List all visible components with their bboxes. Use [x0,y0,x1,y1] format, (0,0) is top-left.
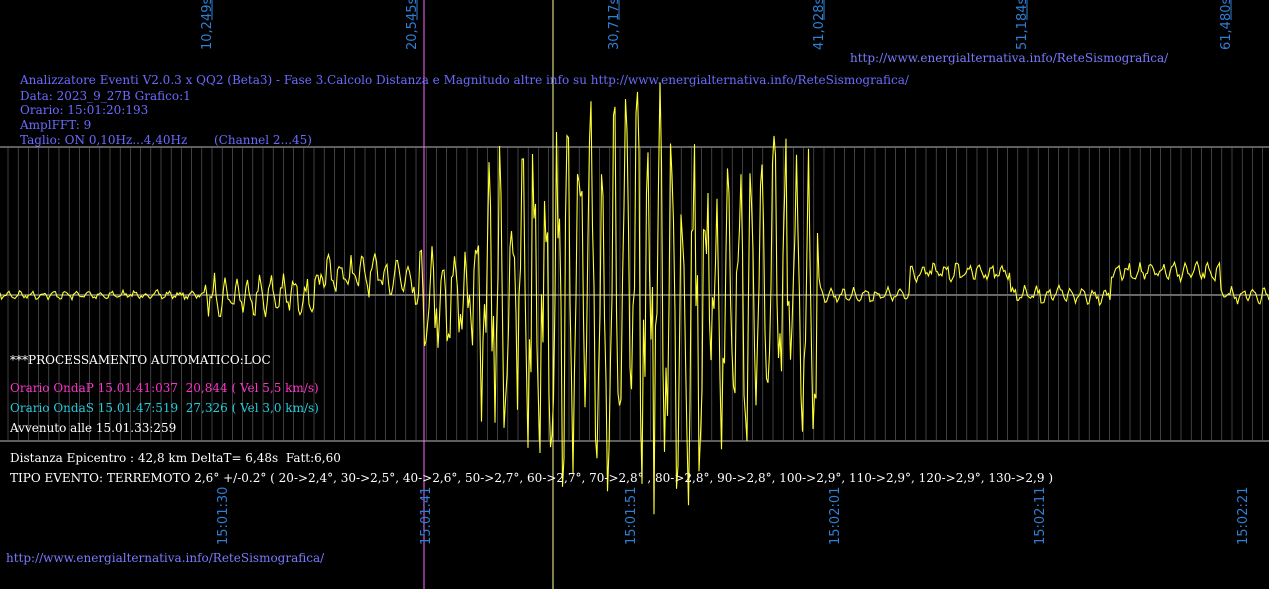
event-date: Data: 2023_9_27B Grafico:1 [20,89,191,103]
p-wave-time: Orario OndaP 15.01.41:037 20,844 ( Vel 5… [10,381,319,395]
time-markers [211,0,1232,589]
top-website-link[interactable]: http://www.energialternativa.info/ReteSi… [850,51,1169,65]
top-time-label: 41,028s [812,0,827,50]
top-time-label: 10,249s [200,0,215,50]
bottom-time-label: 15:02:01 [828,486,843,545]
event-type: TIPO EVENTO: TERREMOTO 2,6° +/-0.2° ( 20… [10,471,1053,485]
bottom-time-label: 15:01:51 [624,486,639,545]
epicenter-distance: Distanza Epicentro : 42,8 km DeltaT= 6,4… [10,451,341,465]
processing-heading: ***PROCESSAMENTO AUTOMATICO:LOC [10,353,271,367]
top-time-label: 20,545s [405,0,420,50]
amplitude-fft: AmplFFT: 9 [20,118,92,132]
bottom-time-label: 15:02:21 [1236,486,1251,545]
filter-cutoff: Taglio: ON 0,10Hz...4,40Hz (Channel 2...… [20,133,312,147]
bottom-time-label: 15:01:41 [419,486,434,545]
top-time-label: 51,184s [1015,0,1030,50]
event-onset-time: Avvenuto alle 15.01.33:259 [10,421,177,435]
bottom-time-label: 15:01:30 [216,486,231,545]
top-time-label: 30,717s [607,0,622,50]
footer-website-link[interactable]: http://www.energialternativa.info/ReteSi… [6,551,325,565]
top-time-label: 61,480s [1219,0,1234,50]
seismic-trace [0,82,1269,515]
app-title: Analizzatore Eventi V2.0.3 x QQ2 (Beta3)… [20,73,909,87]
bottom-time-label: 15:02:11 [1033,486,1048,545]
event-time: Orario: 15:01:20:193 [20,103,149,117]
s-wave-time: Orario OndaS 15.01.47:519 27,326 ( Vel 3… [10,401,319,415]
